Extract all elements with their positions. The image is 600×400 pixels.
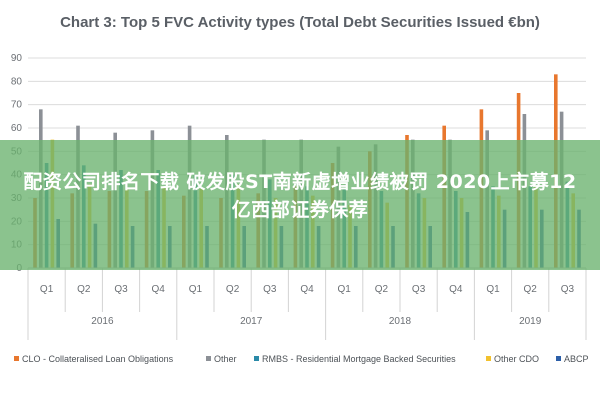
chart-title: Chart 3: Top 5 FVC Activity types (Total…	[60, 14, 540, 31]
x-tick-label: Q2	[524, 284, 538, 295]
legend-label: ABCP	[564, 354, 589, 364]
x-year-label: 2016	[91, 316, 114, 327]
legend-swatch	[556, 356, 561, 361]
x-tick-label: Q2	[375, 284, 389, 295]
x-tick-label: Q4	[449, 284, 463, 295]
x-tick-label: Q4	[152, 284, 166, 295]
y-tick-label: 60	[11, 123, 23, 134]
legend-swatch	[486, 356, 491, 361]
x-tick-label: Q1	[189, 284, 203, 295]
y-tick-label: 70	[11, 100, 23, 111]
y-tick-label: 90	[11, 53, 23, 64]
x-tick-label: Q3	[263, 284, 277, 295]
legend-label: RMBS - Residential Mortgage Backed Secur…	[262, 354, 456, 364]
legend-swatch	[254, 356, 259, 361]
x-year-label: 2019	[519, 316, 542, 327]
x-axis: Q1 Q2 Q3 Q4 Q1 Q2 Q3 Q4 Q1 Q2 Q3 Q4 Q1 Q2 Q3 2016 2017 20…	[27, 267, 587, 340]
x-tick-label: Q3	[114, 284, 128, 295]
x-tick-label: Q1	[40, 284, 54, 295]
x-year-label: 2018	[389, 316, 412, 327]
x-tick-label: Q1	[486, 284, 500, 295]
x-tick-label: Q1	[338, 284, 352, 295]
x-tick-label: Q3	[561, 284, 575, 295]
legend-swatch	[206, 356, 211, 361]
y-tick-label: 80	[11, 76, 23, 87]
legend-swatch	[14, 356, 19, 361]
legend-label: Other	[214, 354, 237, 364]
watermark-banner	[0, 140, 600, 270]
x-tick-label: Q2	[226, 284, 240, 295]
legend-label: Other CDO	[494, 354, 539, 364]
legend-label: CLO - Collateralised Loan Obligations	[22, 354, 174, 364]
x-year-label: 2017	[240, 316, 263, 327]
x-tick-label: Q2	[77, 284, 91, 295]
watermark-banner-text: 配资公司排名下载 破发股ST南新虚增业绩被罚 2020上市募12亿西部证券保荐	[23, 171, 577, 221]
legend: CLO - Collateralised Loan Obligations Oth…	[14, 354, 589, 364]
x-tick-label: Q3	[412, 284, 426, 295]
x-tick-label: Q4	[300, 284, 314, 295]
